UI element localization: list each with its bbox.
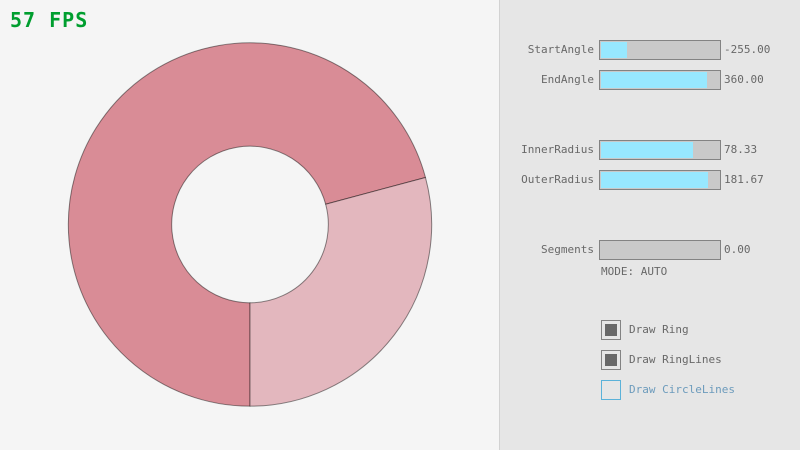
checkbox-box[interactable] [601,380,621,400]
ring-drawing [67,42,433,407]
slider-fill [601,172,709,188]
ring-sector-single-drawn [249,176,433,407]
slider-value-innerradius: 78.33 [724,143,758,156]
checkbox-box[interactable] [601,320,621,340]
slider-label-innerradius: InnerRadius [521,143,594,156]
checkmark-icon [605,354,617,366]
checkbox-draw-ringlines[interactable]: Draw RingLines [601,350,722,370]
slider-row-outerradius: OuterRadius 181.67 [500,170,800,190]
slider-row-endangle: EndAngle 360.00 [500,70,800,90]
slider-label-startangle: StartAngle [527,43,594,56]
slider-row-segments: Segments 0.00 [500,240,800,260]
checkbox-box[interactable] [601,350,621,370]
drawing-canvas: 57 FPS [10,8,433,407]
startangle-slider[interactable] [599,40,721,60]
checkbox-label: Draw RingLines [629,353,722,366]
controls-panel: StartAngle -255.00 EndAngle 360.00 Inner… [499,0,800,450]
checkbox-draw-circlelines[interactable]: Draw CircleLines [601,380,735,400]
slider-label-outerradius: OuterRadius [521,173,594,186]
checkbox-label: Draw Ring [629,323,689,336]
innerradius-slider[interactable] [599,140,721,160]
checkmark-icon [605,324,617,336]
slider-row-startangle: StartAngle -255.00 [500,40,800,60]
slider-value-segments: 0.00 [724,243,751,256]
mode-label: MODE: AUTO [601,265,668,278]
slider-fill [601,72,708,88]
slider-label-endangle: EndAngle [541,73,594,86]
slider-label-segments: Segments [541,243,594,256]
endangle-slider[interactable] [599,70,721,90]
slider-value-startangle: -255.00 [724,43,771,56]
ring-sector-double-drawn [67,42,427,407]
slider-value-endangle: 360.00 [724,73,764,86]
checkbox-draw-ring[interactable]: Draw Ring [601,320,689,340]
checkbox-label: Draw CircleLines [629,383,735,396]
slider-fill [601,142,694,158]
slider-fill [601,42,627,58]
slider-row-innerradius: InnerRadius 78.33 [500,140,800,160]
segments-slider[interactable] [599,240,721,260]
slider-value-outerradius: 181.67 [724,173,764,186]
fps-counter: 57 FPS [10,8,89,32]
outerradius-slider[interactable] [599,170,721,190]
